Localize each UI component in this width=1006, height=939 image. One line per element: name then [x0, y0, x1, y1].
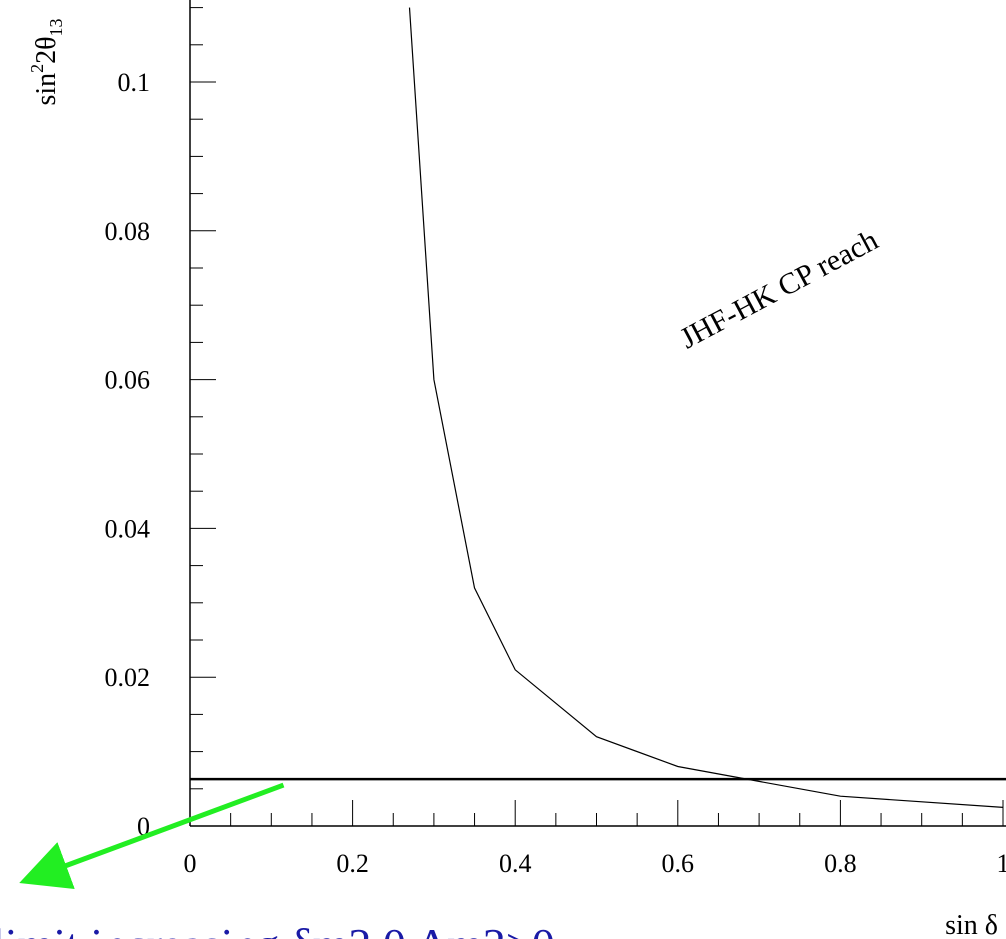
curve-annotation: JHF-HK CP reach [675, 223, 884, 355]
y-label-base: sin [31, 73, 62, 106]
x-tick-label: 0.8 [824, 849, 857, 878]
x-tick-label: 1 [997, 849, 1006, 878]
y-tick-label: 0.02 [105, 663, 151, 692]
tick-labels: 0 0.2 0.4 0.6 0.8 100.020.040.060.080.1 [105, 68, 1006, 878]
x-tick-label: 0 [184, 849, 197, 878]
axes [189, 0, 1006, 827]
green-arrow [19, 782, 285, 890]
series-line-0 [408, 7, 1004, 808]
y-label-mid: 2θ [31, 36, 62, 63]
x-tick-label: 0.4 [499, 849, 532, 878]
y-tick-label: 0.06 [105, 366, 151, 395]
x-tick-label: 0.6 [662, 849, 695, 878]
y-tick-label: 0.08 [105, 217, 151, 246]
y-label-sub: 13 [46, 18, 66, 36]
y-tick-label: 0.1 [118, 68, 151, 97]
ticks [189, 7, 1004, 827]
series [190, 7, 1006, 808]
x-tick-label: 0.2 [336, 849, 369, 878]
x-axis-label: sin δ [945, 910, 998, 939]
y-label-sup: 2 [27, 64, 47, 73]
bottom-caption: limit increasing δm2 0 Δm2>0 [0, 919, 555, 939]
y-axis-label: sin22θ13 [27, 18, 66, 105]
y-tick-label: 0.04 [105, 514, 151, 543]
